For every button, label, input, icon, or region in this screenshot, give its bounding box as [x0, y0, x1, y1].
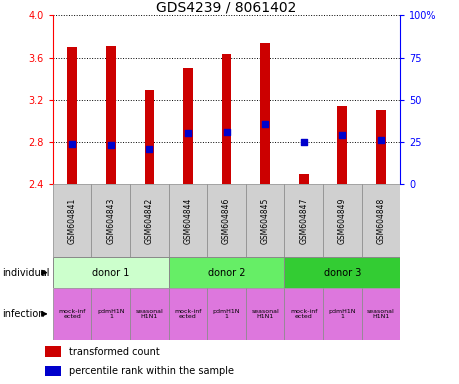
- Bar: [375, 111, 385, 184]
- Bar: [245, 184, 284, 257]
- Point: [107, 142, 114, 148]
- Text: seasonal
H1N1: seasonal H1N1: [251, 308, 279, 319]
- Point: [184, 129, 191, 136]
- Bar: [361, 184, 399, 257]
- Bar: [53, 184, 91, 257]
- Bar: [53, 288, 91, 340]
- Text: mock-inf
ected: mock-inf ected: [58, 308, 86, 319]
- Text: GSM604849: GSM604849: [337, 198, 346, 244]
- Bar: [67, 47, 77, 184]
- Text: GSM604845: GSM604845: [260, 198, 269, 244]
- Text: donor 1: donor 1: [92, 268, 129, 278]
- Bar: [45, 346, 61, 357]
- Bar: [130, 288, 168, 340]
- Bar: [53, 257, 168, 288]
- Text: seasonal
H1N1: seasonal H1N1: [366, 308, 394, 319]
- Text: GSM604847: GSM604847: [298, 198, 308, 244]
- Text: mock-inf
ected: mock-inf ected: [174, 308, 201, 319]
- Point: [222, 128, 230, 135]
- Bar: [45, 366, 61, 376]
- Point: [299, 139, 307, 145]
- Bar: [284, 184, 322, 257]
- Text: seasonal
H1N1: seasonal H1N1: [135, 308, 163, 319]
- Bar: [168, 288, 207, 340]
- Point: [68, 141, 76, 147]
- Text: GSM604846: GSM604846: [222, 198, 230, 244]
- Bar: [298, 174, 308, 184]
- Bar: [322, 288, 361, 340]
- Text: mock-inf
ected: mock-inf ected: [290, 308, 317, 319]
- Text: GSM604844: GSM604844: [183, 198, 192, 244]
- Bar: [144, 90, 154, 184]
- Bar: [260, 43, 269, 184]
- Text: pdmH1N
1: pdmH1N 1: [97, 308, 124, 319]
- Bar: [322, 184, 361, 257]
- Text: infection: infection: [2, 309, 45, 319]
- Bar: [361, 288, 399, 340]
- Bar: [207, 288, 245, 340]
- Bar: [221, 55, 231, 184]
- Text: GSM604842: GSM604842: [145, 198, 154, 244]
- Point: [338, 132, 345, 138]
- Text: pdmH1N
1: pdmH1N 1: [328, 308, 355, 319]
- Bar: [91, 184, 130, 257]
- Text: pdmH1N
1: pdmH1N 1: [213, 308, 240, 319]
- Bar: [337, 106, 347, 184]
- Bar: [168, 184, 207, 257]
- Point: [376, 137, 384, 143]
- Title: GDS4239 / 8061402: GDS4239 / 8061402: [156, 0, 296, 14]
- Point: [146, 146, 153, 152]
- Point: [261, 121, 268, 127]
- Bar: [91, 288, 130, 340]
- Bar: [245, 288, 284, 340]
- Text: individual: individual: [2, 268, 50, 278]
- Text: GSM604848: GSM604848: [375, 198, 385, 244]
- Bar: [183, 68, 192, 184]
- Bar: [106, 46, 115, 184]
- Text: percentile rank within the sample: percentile rank within the sample: [69, 366, 234, 376]
- Bar: [207, 184, 245, 257]
- Bar: [284, 288, 322, 340]
- Text: donor 3: donor 3: [323, 268, 360, 278]
- Bar: [168, 257, 284, 288]
- Bar: [130, 184, 168, 257]
- Bar: [284, 257, 399, 288]
- Text: GSM604841: GSM604841: [67, 198, 77, 244]
- Text: transformed count: transformed count: [69, 347, 160, 357]
- Text: GSM604843: GSM604843: [106, 198, 115, 244]
- Text: donor 2: donor 2: [207, 268, 245, 278]
